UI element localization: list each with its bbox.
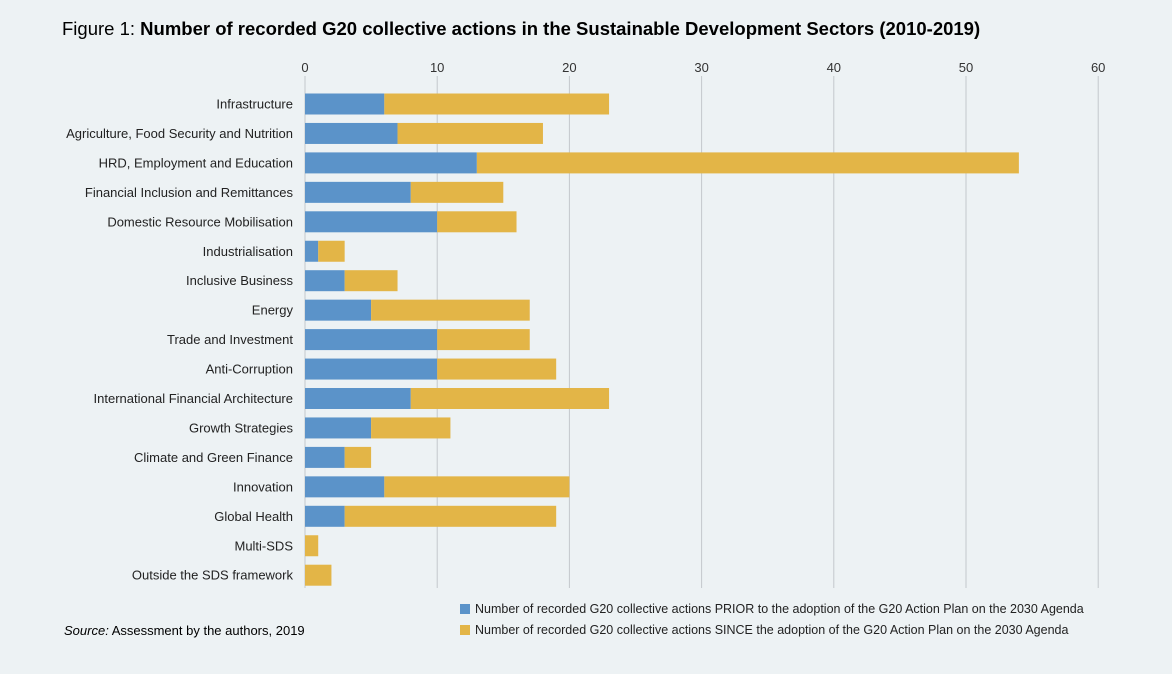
bar-prior — [305, 93, 385, 115]
bar-since — [410, 181, 504, 203]
bar-prior — [305, 122, 398, 144]
bar-prior — [305, 476, 385, 498]
x-tick-label: 60 — [1091, 60, 1105, 75]
bar-prior — [305, 240, 319, 262]
category-label: Agriculture, Food Security and Nutrition — [66, 126, 293, 141]
bar-prior — [305, 181, 411, 203]
bar-since — [318, 240, 345, 262]
bar-since — [437, 358, 557, 380]
category-label: Infrastructure — [216, 97, 293, 112]
category-label: Domestic Resource Mobilisation — [107, 214, 293, 229]
category-label: Trade and Investment — [167, 332, 293, 347]
bar-since — [397, 122, 543, 144]
figure-title: Figure 1: Number of recorded G20 collect… — [62, 18, 980, 39]
bar-prior — [305, 358, 438, 380]
x-tick-label: 10 — [430, 60, 444, 75]
source-note: Source: Assessment by the authors, 2019 — [64, 623, 305, 638]
x-tick-label: 40 — [827, 60, 841, 75]
bar-since — [410, 388, 610, 409]
bar-prior — [305, 388, 411, 409]
bar-since — [305, 535, 319, 557]
category-label: HRD, Employment and Education — [99, 155, 293, 170]
figure-title-text: Number of recorded G20 collective action… — [140, 18, 980, 39]
bar-prior — [305, 211, 438, 233]
category-label: Growth Strategies — [189, 420, 294, 435]
category-labels: Infrastructure Agriculture, Food Security… — [66, 97, 293, 583]
bar-since — [371, 299, 530, 321]
category-label: Inclusive Business — [186, 273, 293, 288]
bar-prior — [305, 152, 477, 174]
category-label: Multi-SDS — [234, 538, 293, 553]
x-tick-label: 30 — [694, 60, 708, 75]
category-label: Global Health — [214, 509, 293, 524]
legend-swatch — [460, 604, 470, 614]
x-axis: 0 10 20 30 40 50 60 — [301, 60, 1105, 75]
bar-since — [305, 564, 332, 586]
bar-prior — [305, 329, 438, 351]
category-label: Financial Inclusion and Remittances — [85, 185, 294, 200]
bar-since — [344, 505, 557, 527]
bar-since — [344, 270, 398, 292]
x-tick-label: 0 — [301, 60, 308, 75]
source-text: Assessment by the authors, 2019 — [109, 623, 305, 638]
category-label: Climate and Green Finance — [134, 450, 293, 465]
category-label: Innovation — [233, 479, 293, 494]
figure-label: Figure 1: — [62, 18, 140, 39]
category-label: Outside the SDS framework — [132, 568, 294, 583]
legend: Number of recorded G20 collective action… — [460, 602, 1084, 637]
category-label: Energy — [252, 303, 294, 318]
bars — [305, 93, 1019, 586]
category-label: Industrialisation — [203, 244, 293, 259]
bar-since — [437, 211, 517, 233]
category-label: International Financial Architecture — [94, 391, 293, 406]
legend-swatch — [460, 625, 470, 635]
x-tick-label: 20 — [562, 60, 576, 75]
bar-since — [437, 329, 530, 351]
bar-since — [344, 446, 372, 468]
bar-since — [384, 93, 610, 115]
bar-prior — [305, 446, 345, 468]
x-tick-label: 50 — [959, 60, 973, 75]
bar-since — [371, 417, 451, 439]
bar-since — [384, 476, 570, 498]
bar-prior — [305, 505, 345, 527]
category-label: Anti-Corruption — [206, 362, 293, 377]
bar-prior — [305, 417, 372, 439]
source-label: Source: — [64, 623, 109, 638]
legend-label: Number of recorded G20 collective action… — [475, 623, 1068, 637]
bar-prior — [305, 270, 345, 292]
bar-prior — [305, 299, 372, 321]
legend-label: Number of recorded G20 collective action… — [475, 602, 1084, 616]
bar-since — [476, 152, 1019, 174]
